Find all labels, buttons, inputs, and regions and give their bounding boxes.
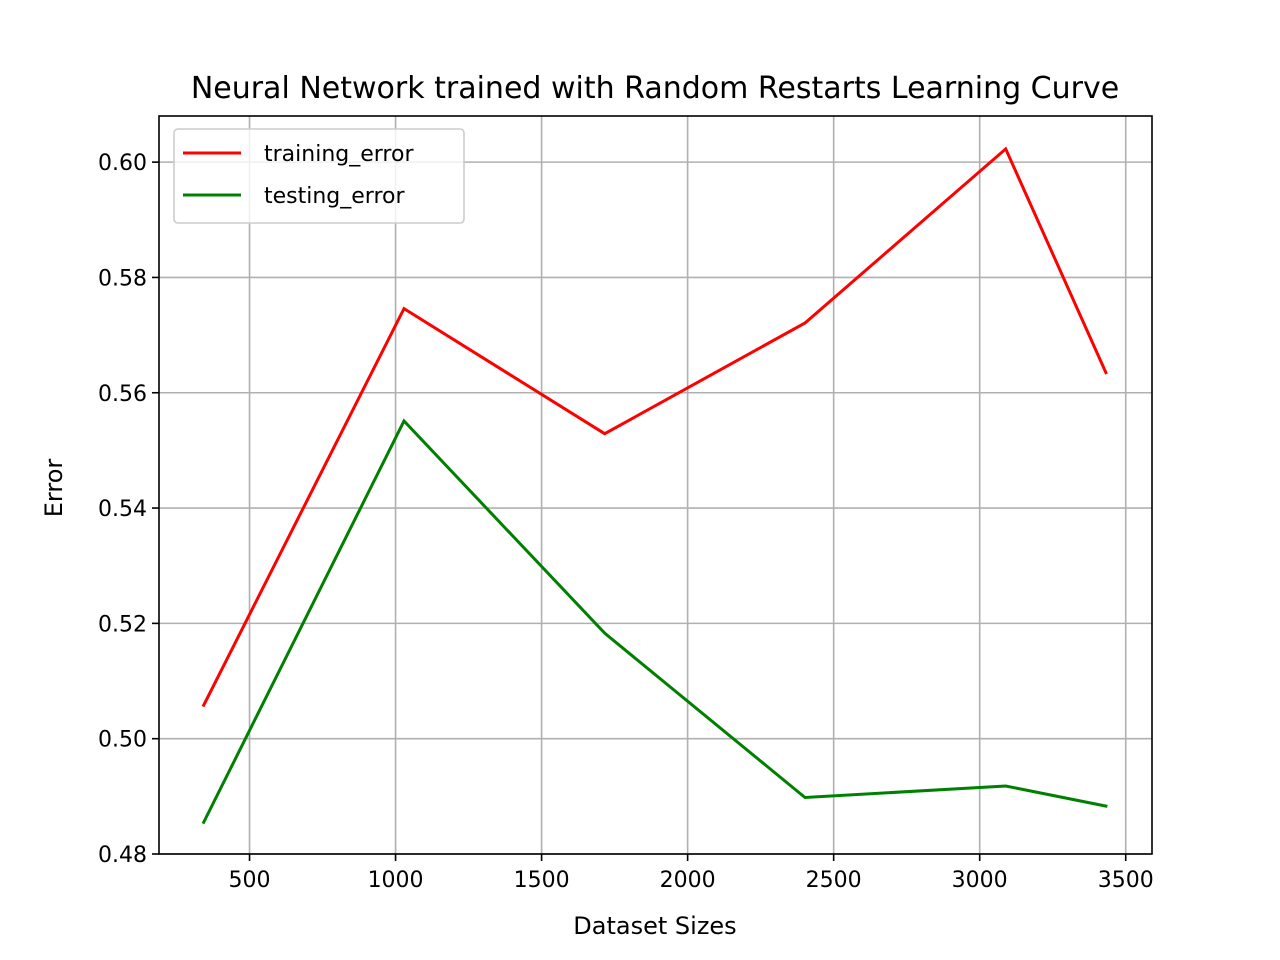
x-tick-label: 1000 bbox=[368, 868, 424, 893]
grid bbox=[159, 116, 1152, 855]
y-tick-label: 0.52 bbox=[98, 612, 147, 637]
y-tick-label: 0.60 bbox=[98, 151, 147, 176]
y-tick-label: 0.48 bbox=[98, 843, 147, 868]
y-axis-label: Error bbox=[40, 459, 68, 518]
x-tick-label: 500 bbox=[229, 868, 271, 893]
x-axis-label: Dataset Sizes bbox=[573, 912, 736, 940]
legend-label-training-error: training_error bbox=[264, 142, 414, 167]
legend-label-testing-error: testing_error bbox=[264, 184, 405, 209]
series-lines bbox=[201, 146, 1108, 825]
y-tick-label: 0.58 bbox=[98, 266, 147, 291]
x-tick-label: 3500 bbox=[1098, 868, 1154, 893]
x-tick-label: 1500 bbox=[514, 868, 570, 893]
axis-ticks: 500 1000 1500 2000 2500 3000 3500 0.48 0.50 0.52 0… bbox=[98, 151, 1154, 893]
x-tick-label: 3000 bbox=[952, 868, 1008, 893]
x-tick-label: 2000 bbox=[660, 868, 716, 893]
legend: training_error testing_error bbox=[173, 128, 465, 224]
y-tick-label: 0.56 bbox=[98, 382, 147, 407]
chart-title: Neural Network trained with Random Resta… bbox=[191, 71, 1119, 106]
y-tick-label: 0.50 bbox=[98, 728, 147, 753]
y-tick-label: 0.54 bbox=[98, 497, 147, 522]
x-tick-label: 2500 bbox=[806, 868, 862, 893]
series-line-training-error bbox=[201, 146, 1108, 708]
series-line-testing-error bbox=[201, 418, 1108, 825]
plot-frame bbox=[158, 115, 1153, 855]
legend-box bbox=[173, 128, 465, 224]
